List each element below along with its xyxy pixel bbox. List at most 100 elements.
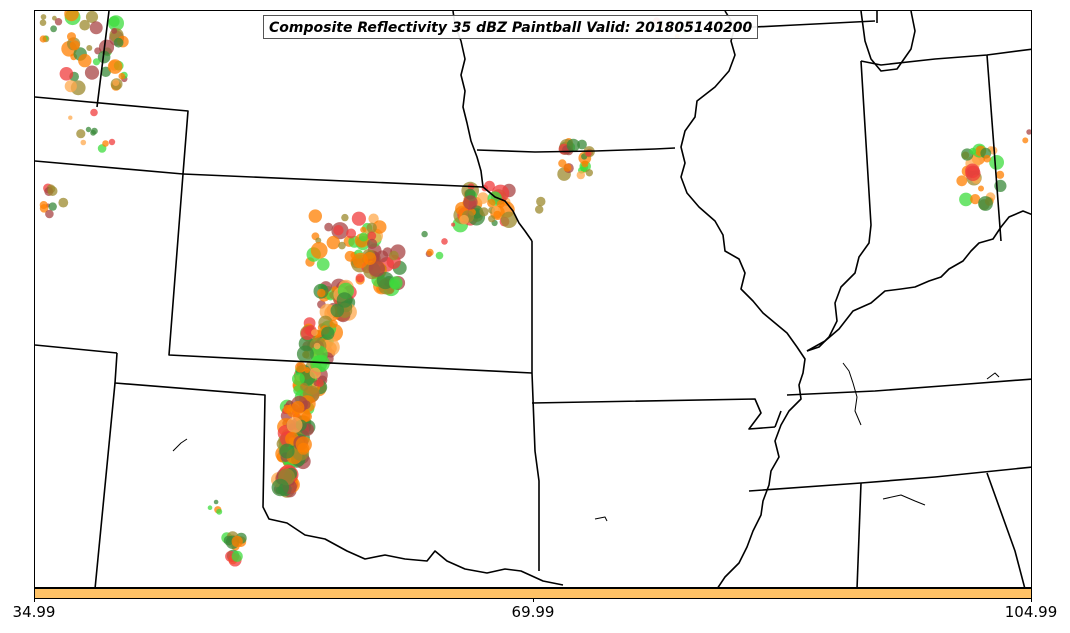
reflectivity-layer — [39, 11, 1031, 567]
reflectivity-cell — [441, 238, 448, 245]
map-panel — [34, 10, 1032, 588]
reflectivity-cell — [318, 315, 333, 330]
water-feature-line — [172, 438, 188, 452]
reflectivity-cell — [107, 59, 123, 74]
reflectivity-cell — [496, 199, 505, 208]
reflectivity-cell — [338, 241, 346, 250]
reflectivity-cell — [351, 211, 366, 226]
reflectivity-cell — [996, 170, 1005, 179]
reflectivity-cell — [296, 345, 314, 363]
reflectivity-cell — [487, 198, 496, 208]
reflectivity-cell — [102, 140, 109, 147]
reflectivity-cell — [40, 14, 47, 20]
reflectivity-cell — [978, 196, 993, 211]
reflectivity-cell — [317, 288, 326, 298]
reflectivity-cell — [488, 215, 496, 223]
boundary-line — [806, 210, 1031, 352]
reflectivity-cell — [97, 50, 111, 64]
reflectivity-cell — [965, 165, 981, 181]
reflectivity-cell — [366, 222, 377, 233]
reflectivity-cell — [213, 499, 219, 505]
boundary-line — [860, 48, 1031, 66]
reflectivity-cell — [566, 138, 580, 152]
boundary-line — [168, 173, 533, 374]
reflectivity-cell — [372, 220, 387, 234]
reflectivity-cell — [326, 235, 340, 250]
reflectivity-cell — [500, 211, 518, 228]
reflectivity-cell — [956, 175, 968, 187]
reflectivity-cell — [344, 250, 356, 262]
reflectivity-cell — [271, 478, 289, 497]
reflectivity-cell — [309, 367, 321, 379]
reflectivity-cell — [292, 372, 305, 386]
colorbar-tick-mark — [1031, 599, 1032, 602]
reflectivity-cell — [355, 273, 365, 283]
reflectivity-cell — [59, 67, 74, 81]
colorbar-tick-label-mid: 69.99 — [511, 603, 555, 621]
water-feature-line — [882, 494, 926, 506]
reflectivity-cell — [58, 197, 69, 208]
map-title: Composite Reflectivity 35 dBZ Paintball … — [263, 15, 759, 39]
reflectivity-cell — [80, 139, 87, 146]
boundary-line — [94, 382, 116, 587]
reflectivity-cell — [451, 222, 456, 227]
boundary-line — [531, 398, 776, 430]
reflectivity-cell — [69, 40, 80, 51]
reflectivity-cell — [39, 204, 49, 213]
reflectivity-cell — [310, 242, 328, 259]
reflectivity-cell — [89, 21, 103, 35]
reflectivity-cell — [536, 196, 546, 207]
reflectivity-cell — [304, 367, 311, 373]
reflectivity-cell — [346, 228, 357, 239]
reflectivity-cell — [45, 209, 54, 219]
reflectivity-cell — [970, 194, 981, 205]
reflectivity-cell — [286, 417, 303, 433]
boundary-line — [531, 372, 540, 571]
boundary-line — [748, 466, 1031, 492]
reflectivity-cell — [67, 32, 76, 42]
colorbar — [34, 588, 1032, 599]
reflectivity-cell — [463, 195, 478, 210]
reflectivity-cell — [983, 154, 991, 163]
reflectivity-cell — [389, 250, 399, 261]
reflectivity-cell — [113, 37, 124, 48]
reflectivity-cell — [363, 252, 377, 265]
reflectivity-cell — [313, 342, 321, 350]
reflectivity-cell — [312, 354, 330, 373]
reflectivity-cell — [111, 27, 118, 34]
reflectivity-cell — [54, 18, 63, 26]
reflectivity-cell — [297, 442, 310, 455]
reflectivity-cell — [64, 80, 77, 93]
reflectivity-cell — [300, 326, 315, 340]
reflectivity-cell — [316, 258, 330, 271]
reflectivity-cell — [308, 209, 322, 223]
boundary-line — [986, 54, 1002, 242]
colorbar-tick-label-min: 34.99 — [12, 603, 56, 621]
reflectivity-cell — [79, 19, 90, 31]
reflectivity-cell — [84, 65, 100, 80]
boundary-line — [96, 11, 110, 108]
reflectivity-cell — [68, 115, 73, 120]
boundary-line — [856, 482, 862, 587]
water-feature-line — [842, 362, 862, 426]
reflectivity-cell — [315, 237, 322, 244]
reflectivity-cell — [207, 505, 213, 511]
reflectivity-cell — [563, 163, 572, 172]
boundary-line — [680, 11, 806, 587]
reflectivity-cell — [959, 192, 973, 207]
reflectivity-cell — [341, 213, 349, 222]
reflectivity-cell — [50, 25, 57, 33]
boundary-line — [860, 11, 916, 72]
reflectivity-cell — [295, 361, 306, 373]
boundary-line — [774, 410, 782, 428]
reflectivity-cell — [360, 226, 367, 233]
boundary-line — [114, 352, 564, 586]
reflectivity-cell — [39, 19, 47, 26]
reflectivity-cell — [389, 278, 400, 289]
reflectivity-cell — [576, 170, 585, 180]
reflectivity-cell — [581, 160, 589, 168]
reflectivity-cell — [48, 202, 57, 211]
reflectivity-cell — [78, 53, 92, 68]
reflectivity-cell — [300, 382, 309, 391]
reflectivity-cell — [231, 535, 243, 548]
